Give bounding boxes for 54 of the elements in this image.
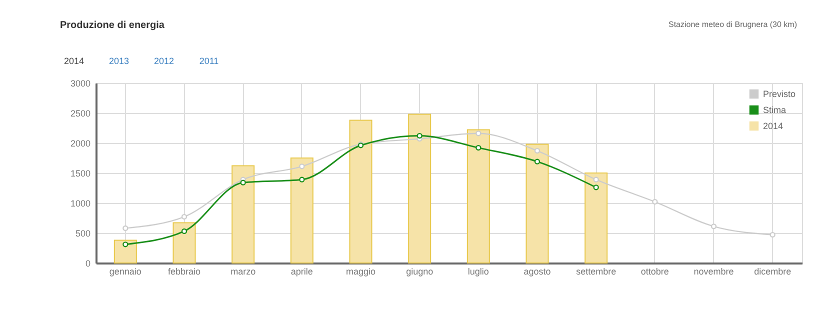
- y-tick-label: 2000: [70, 138, 90, 148]
- x-tick-label: maggio: [346, 266, 376, 276]
- text: Stazione meteo di Brugnera (30 km): [668, 20, 798, 29]
- point: [710, 224, 717, 230]
- x-tick-label: febbraio: [168, 266, 201, 276]
- y-tick-label: 3000: [70, 78, 90, 88]
- bar: [290, 158, 314, 264]
- point: [593, 184, 599, 190]
- legend-label: 2014: [763, 121, 784, 131]
- point: [593, 176, 599, 182]
- y-tick-label: 1500: [70, 168, 90, 178]
- chart-title: Produzione di energia: [60, 20, 165, 31]
- point: [299, 164, 305, 170]
- x-tick-label: settembre: [576, 266, 616, 276]
- bar: [408, 114, 432, 264]
- text: 2011: [199, 56, 219, 66]
- text: 2013: [108, 56, 130, 66]
- bar: [349, 120, 372, 264]
- bar: [584, 172, 608, 264]
- bar: [232, 165, 255, 264]
- bar: [172, 222, 196, 264]
- point: [534, 148, 540, 154]
- point: [416, 132, 422, 139]
- point: [122, 242, 128, 248]
- x-tick-label: gennaio: [109, 266, 142, 276]
- x-tick-label: aprile: [290, 266, 313, 276]
- legend-label: Previsto: [763, 89, 796, 99]
- point: [181, 214, 188, 220]
- x-tick-label: marzo: [230, 266, 256, 276]
- x-tick-label: novembre: [694, 266, 734, 276]
- point: [122, 225, 128, 232]
- point: [652, 198, 658, 205]
- bar: [466, 129, 490, 264]
- y-tick-label: 1000: [70, 198, 90, 208]
- x-tick-label: dicembre: [754, 266, 792, 276]
- legend-label: Stima: [763, 105, 786, 115]
- bar: [114, 240, 137, 264]
- point: [240, 180, 246, 186]
- x-tick-label: agosto: [524, 266, 551, 276]
- point: [299, 176, 305, 182]
- text: 2014: [64, 56, 84, 66]
- point: [476, 130, 482, 136]
- x-tick-label: giugno: [406, 266, 434, 276]
- text: 2012: [154, 56, 174, 66]
- y-tick-label: 2500: [70, 108, 90, 118]
- y-tick-label: 500: [75, 228, 90, 238]
- point: [770, 232, 776, 238]
- point: [181, 228, 188, 234]
- bar: [526, 144, 549, 264]
- y-tick-label: 0: [85, 258, 90, 268]
- point: [476, 144, 482, 151]
- x-tick-label: ottobre: [640, 266, 669, 276]
- x-tick-label: luglio: [468, 266, 489, 276]
- point: [534, 158, 540, 164]
